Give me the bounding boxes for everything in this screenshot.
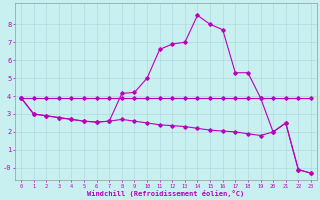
X-axis label: Windchill (Refroidissement éolien,°C): Windchill (Refroidissement éolien,°C) [87, 190, 244, 197]
